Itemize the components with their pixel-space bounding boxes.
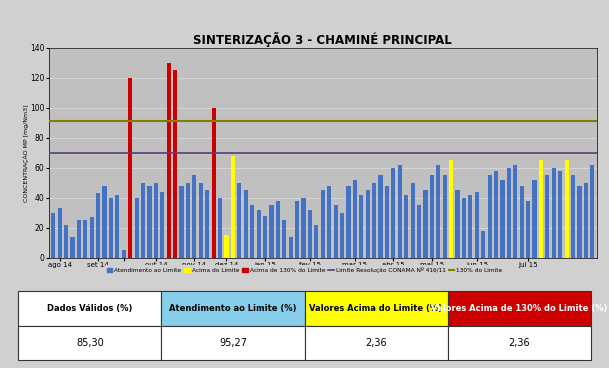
Bar (468, 195, 473, 258)
Bar (128, 78, 132, 258)
Bar (282, 220, 286, 258)
Bar (141, 183, 145, 258)
Bar (83, 220, 87, 258)
Bar (122, 250, 126, 258)
Bar (57, 208, 62, 258)
Bar (244, 190, 248, 258)
Bar (256, 210, 261, 258)
Bar (410, 183, 415, 258)
Bar (378, 175, 382, 258)
Bar (211, 108, 216, 258)
Bar (558, 171, 562, 258)
Bar (417, 205, 421, 258)
Bar (263, 216, 267, 258)
Bar (96, 193, 100, 258)
Bar (456, 190, 460, 258)
Bar (109, 198, 113, 258)
Bar (301, 198, 306, 258)
Bar (102, 186, 107, 258)
Bar (430, 175, 434, 258)
Bar (513, 165, 518, 258)
Bar (475, 192, 479, 258)
Bar (398, 165, 402, 258)
Bar (519, 186, 524, 258)
Bar (205, 190, 209, 258)
Bar (64, 224, 68, 258)
Bar (269, 205, 273, 258)
Bar (135, 198, 139, 258)
Bar (545, 175, 549, 258)
Bar (160, 192, 164, 258)
Bar (90, 217, 94, 258)
Bar (347, 186, 351, 258)
Bar (289, 237, 293, 258)
Bar (173, 70, 177, 258)
Bar (436, 165, 440, 258)
Bar (404, 195, 408, 258)
Bar (238, 183, 241, 258)
Bar (488, 175, 491, 258)
Bar (365, 190, 370, 258)
Bar (71, 237, 74, 258)
Bar (571, 175, 575, 258)
Bar (552, 168, 556, 258)
Bar (314, 224, 319, 258)
Bar (372, 183, 376, 258)
Bar (443, 175, 447, 258)
Bar (494, 171, 498, 258)
Bar (167, 63, 171, 258)
Bar (526, 201, 530, 258)
Bar (449, 160, 453, 258)
Bar (218, 198, 222, 258)
Bar (51, 213, 55, 258)
Bar (391, 168, 395, 258)
Bar (250, 205, 254, 258)
Bar (224, 235, 228, 258)
Bar (321, 190, 325, 258)
Bar (584, 183, 588, 258)
Bar (507, 168, 511, 258)
Bar (192, 175, 197, 258)
Bar (186, 183, 190, 258)
Bar (359, 195, 364, 258)
Bar (577, 186, 582, 258)
Bar (565, 160, 569, 258)
Bar (539, 160, 543, 258)
Bar (180, 186, 184, 258)
Bar (501, 180, 505, 258)
Bar (423, 190, 428, 258)
Title: SINTERIZAÇÃO 3 - CHAMINÉ PRINCIPAL: SINTERIZAÇÃO 3 - CHAMINÉ PRINCIPAL (194, 32, 452, 47)
Bar (481, 231, 485, 258)
Bar (154, 183, 158, 258)
Bar (334, 205, 338, 258)
Y-axis label: CONCENTRAÇÃO MP [mg/Nm3]: CONCENTRAÇÃO MP [mg/Nm3] (23, 104, 29, 202)
Bar (462, 198, 466, 258)
Bar (385, 186, 389, 258)
Bar (308, 210, 312, 258)
Bar (147, 186, 152, 258)
Bar (77, 220, 81, 258)
Bar (532, 180, 537, 258)
Bar (327, 186, 331, 258)
Bar (115, 195, 119, 258)
Bar (340, 213, 344, 258)
Bar (590, 165, 594, 258)
Bar (231, 156, 235, 258)
Bar (353, 180, 357, 258)
Bar (295, 201, 299, 258)
Bar (276, 201, 280, 258)
Bar (199, 183, 203, 258)
Legend: Atendimento ao Limite, Acima do Limite, Acima de 130% do Limite, Limite Resoluçã: Atendimento ao Limite, Acima do Limite, … (105, 265, 504, 275)
